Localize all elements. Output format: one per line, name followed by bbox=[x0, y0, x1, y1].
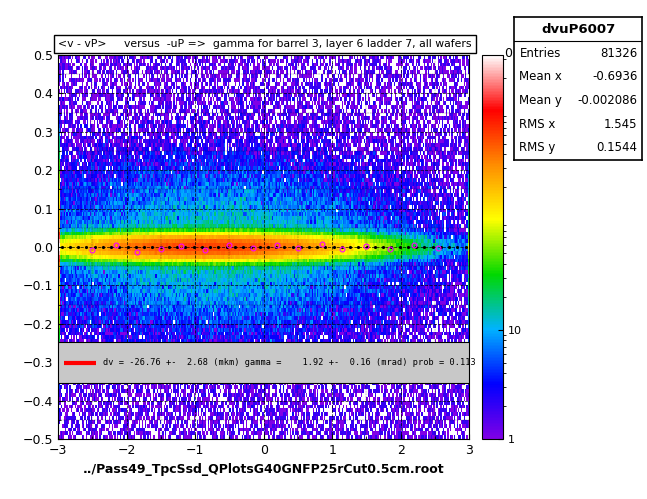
Text: <v - vP>     versus  -uP =>  gamma for barrel 3, layer 6 ladder 7, all wafers: <v - vP> versus -uP => gamma for barrel … bbox=[58, 39, 472, 49]
Text: RMS y: RMS y bbox=[520, 141, 556, 154]
Text: 0: 0 bbox=[504, 47, 512, 60]
Text: -0.002086: -0.002086 bbox=[577, 94, 637, 107]
Text: 1.545: 1.545 bbox=[604, 118, 637, 131]
Text: 81326: 81326 bbox=[600, 46, 637, 59]
Text: -0.6936: -0.6936 bbox=[592, 70, 637, 83]
Text: Mean x: Mean x bbox=[520, 70, 562, 83]
Bar bbox=[58, 342, 469, 383]
Text: RMS x: RMS x bbox=[520, 118, 556, 131]
X-axis label: ../Pass49_TpcSsd_QPlotsG40GNFP25rCut0.5cm.root: ../Pass49_TpcSsd_QPlotsG40GNFP25rCut0.5c… bbox=[83, 463, 444, 476]
Text: Mean y: Mean y bbox=[520, 94, 562, 107]
Text: Entries: Entries bbox=[520, 46, 561, 59]
Text: 0.1544: 0.1544 bbox=[597, 141, 637, 154]
Text: dv = -26.76 +-  2.68 (mkm) gamma =    1.92 +-  0.16 (mrad) prob = 0.113: dv = -26.76 +- 2.68 (mkm) gamma = 1.92 +… bbox=[103, 358, 476, 367]
Text: dvuP6007: dvuP6007 bbox=[542, 23, 615, 36]
